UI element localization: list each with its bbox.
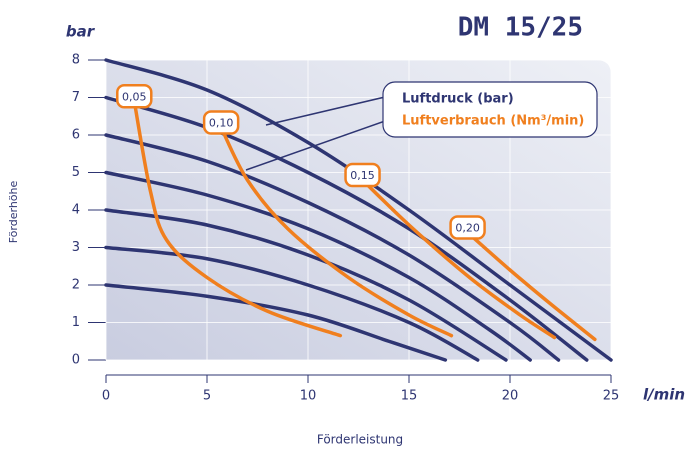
curve-label-box — [344, 162, 381, 188]
curve — [104, 208, 508, 362]
x-axis-label: Förderleistung — [317, 433, 403, 447]
curve — [104, 95, 589, 362]
y-tick-label: 0 — [72, 353, 80, 368]
x-tick-label: 0 — [102, 389, 110, 404]
y-tick-label: 3 — [72, 240, 80, 255]
curve-label: 0,05 — [122, 90, 147, 103]
curve — [219, 125, 454, 338]
plot: 0 1 2 3 4 5 6 7 8 0 5 10 15 20 25 0,05 0,10 0,15 0,20 — [72, 53, 620, 404]
y-axis-label: Förderhöhe — [7, 181, 20, 244]
curve — [104, 245, 480, 362]
curve-label: 0,20 — [455, 222, 480, 235]
y-tick-label: 5 — [72, 165, 80, 180]
x-tick-label: 10 — [300, 389, 317, 404]
curve-label-box — [202, 110, 240, 135]
x-tick-label: 25 — [603, 389, 620, 404]
x-tick-label: 15 — [401, 389, 418, 404]
curve — [465, 230, 597, 342]
curve-label-box — [449, 215, 486, 240]
legend-entry: Luftdruck (bar) — [402, 92, 514, 107]
y-tick-label: 6 — [72, 128, 80, 143]
curve — [104, 170, 532, 362]
y-tick-label: 1 — [72, 315, 80, 330]
curve — [104, 283, 448, 362]
curve — [360, 178, 557, 340]
y-tick-label: 7 — [72, 90, 80, 105]
legend-entry: Luftverbrauch (Nm³/min) — [402, 114, 584, 129]
legend-pointer — [245, 120, 386, 171]
legend-box — [382, 81, 598, 138]
chart-title: DM 15/25 — [458, 13, 583, 43]
curve — [104, 133, 561, 362]
x-tick-label: 5 — [203, 389, 211, 404]
y-tick-label: 8 — [72, 53, 80, 68]
curve-label: 0,10 — [209, 117, 234, 130]
legend-pointer — [265, 96, 386, 126]
curve-label-box — [116, 84, 153, 109]
curve-label: 0,15 — [350, 169, 375, 182]
y-tick-label: 4 — [72, 203, 80, 218]
x-unit: l/min — [643, 386, 685, 404]
y-tick-label: 2 — [72, 278, 80, 293]
curve — [132, 99, 343, 338]
y-unit: bar — [66, 23, 96, 41]
x-tick-label: 20 — [502, 389, 519, 404]
